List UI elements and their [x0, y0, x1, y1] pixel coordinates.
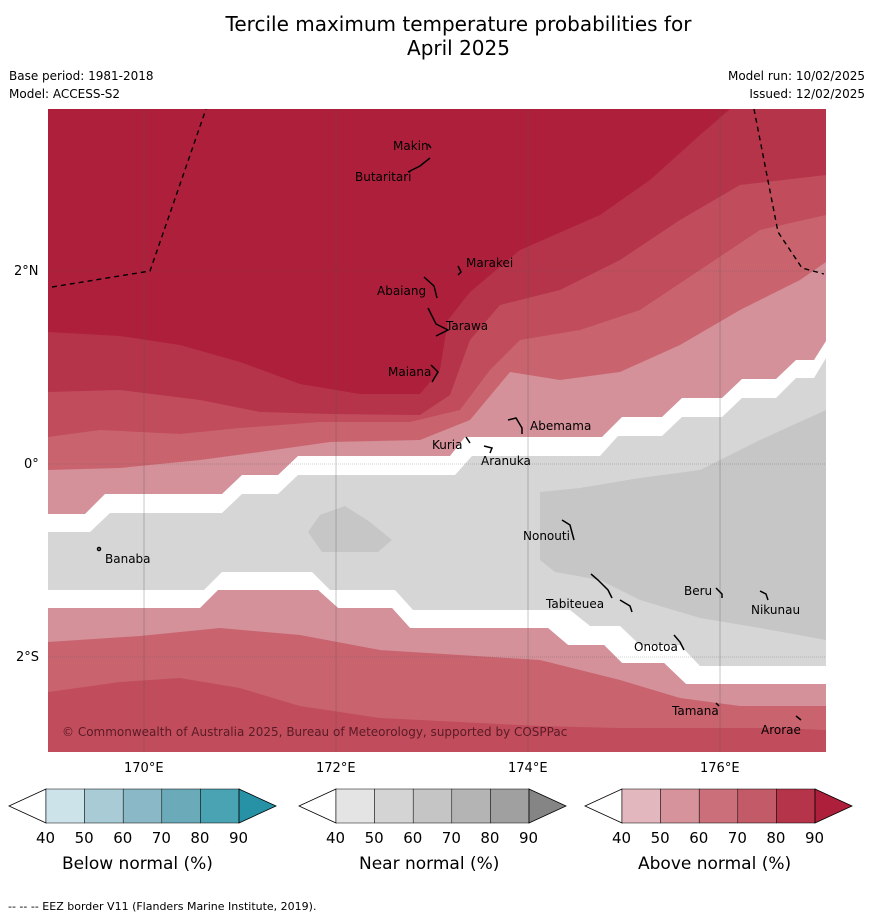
colorbar-near-tick: 60: [403, 829, 423, 847]
label-tamana: Tamana: [672, 704, 719, 718]
colorbar-near-tick: 40: [326, 829, 346, 847]
colorbar-below-swatch: [45, 788, 85, 824]
colorbar-above-tick: 90: [805, 829, 825, 847]
lat-label-2n: 2°N: [14, 264, 39, 279]
lat-label-2s: 2°S: [16, 650, 40, 665]
model-name: Model: ACCESS-S2: [9, 87, 121, 101]
colorbar-near-tick: 70: [441, 829, 461, 847]
graticule: [48, 109, 826, 752]
label-banaba: Banaba: [105, 552, 151, 566]
label-maiana: Maiana: [388, 365, 432, 379]
above-70-south: [48, 678, 826, 752]
colorbar-below-tick: 90: [229, 829, 249, 847]
lat-label-0: 0°: [24, 457, 39, 472]
lon-label-170: 170°E: [124, 761, 164, 776]
eez-border: [51, 109, 825, 288]
label-butaritari: Butaritari: [355, 170, 412, 184]
colorbar-above-swatches: [584, 788, 853, 824]
footer-note: -- -- -- EEZ border V11 (Flanders Marine…: [8, 900, 317, 913]
colorbar-above-extend-low: [584, 788, 623, 824]
colorbar-above-tick: 80: [766, 829, 786, 847]
label-nonouti: Nonouti: [523, 529, 570, 543]
colorbar-above-swatch: [737, 788, 777, 824]
colorbar-above-swatch: [660, 788, 700, 824]
base-period: Base period: 1981-2018: [9, 69, 154, 83]
colorbar-below-swatch: [161, 788, 201, 824]
lon-label-176: 176°E: [700, 761, 740, 776]
colorbar-near-swatch: [374, 788, 414, 824]
label-nikunau: Nikunau: [751, 603, 801, 617]
colorbar-below-swatches: [8, 788, 277, 824]
colorbar-below-tick: 40: [36, 829, 56, 847]
label-marakei: Marakei: [466, 256, 514, 270]
colorbar-above-swatch: [776, 788, 816, 824]
label-abemama: Abemama: [530, 419, 592, 433]
label-aranuka: Aranuka: [481, 454, 531, 468]
colorbar-above: [584, 788, 853, 824]
colorbar-below-tick: 70: [151, 829, 171, 847]
colorbar-near-extend-low: [298, 788, 337, 824]
lon-label-172: 172°E: [316, 761, 356, 776]
label-abaiang: Abaiang: [377, 284, 427, 298]
label-beru: Beru: [684, 584, 713, 598]
meta-left: Base period: 1981-2018 Model: ACCESS-S2: [9, 67, 154, 103]
colorbar-below-swatch: [200, 788, 240, 824]
colorbar-below-tick: 50: [74, 829, 94, 847]
model-run: Model run: 10/02/2025: [727, 69, 865, 83]
colorbar-above-tick: 70: [727, 829, 747, 847]
colorbar-near-swatch: [451, 788, 491, 824]
title-line-1: Tercile maximum temperature probabilitie…: [225, 12, 692, 36]
colorbar-near-swatches: [298, 788, 567, 824]
colorbar-above-swatch: [698, 788, 739, 824]
colorbar-above-swatch: [621, 788, 661, 824]
colorbar-above-extend-high: [814, 788, 853, 824]
colorbar-below-swatch: [84, 788, 124, 824]
title-line-2: April 2025: [407, 36, 510, 60]
issued-date: Issued: 12/02/2025: [749, 87, 865, 101]
colorbar-near-tick: 80: [480, 829, 500, 847]
label-tabiteuea: Tabiteuea: [546, 597, 605, 611]
colorbar-below: [8, 788, 277, 824]
colorbar-near-swatch: [490, 788, 530, 824]
colorbar-near-tick: 90: [519, 829, 539, 847]
colorbar-above-tick: 50: [650, 829, 670, 847]
colorbar-below-tick: 60: [113, 829, 133, 847]
label-tarawa: Tarawa: [446, 319, 489, 333]
colorbar-near-swatch: [412, 788, 453, 824]
colorbar-near-extend-high: [528, 788, 567, 824]
colorbar-above-tick: 60: [689, 829, 709, 847]
label-kuria: Kuria: [432, 438, 463, 452]
lon-label-174: 174°E: [508, 761, 548, 776]
colorbar-above-title: Above normal (%): [638, 854, 792, 874]
near-60-small-region: [308, 506, 392, 552]
colorbar-below-swatch: [122, 788, 163, 824]
colorbar-near-title: Near normal (%): [359, 854, 500, 874]
colorbar-near-tick: 50: [364, 829, 384, 847]
meta-right: Model run: 10/02/2025 Issued: 12/02/2025: [728, 67, 865, 103]
copyright-note: © Commonwealth of Australia 2025, Bureau…: [62, 725, 568, 739]
near-60-region: [540, 410, 826, 640]
chart-title: Tercile maximum temperature probabilitie…: [0, 12, 873, 60]
colorbar-below-tick: 80: [190, 829, 210, 847]
label-onotoa: Onotoa: [634, 640, 678, 654]
colorbar-near-swatch: [335, 788, 375, 824]
colorbar-below-extend-high: [238, 788, 277, 824]
colorbar-below-title: Below normal (%): [62, 854, 213, 874]
label-arorae: Arorae: [761, 723, 801, 737]
probability-field: [48, 109, 826, 752]
label-makin: Makin: [393, 139, 429, 153]
colorbar-below-extend-low: [8, 788, 47, 824]
island-shapes: [96, 143, 802, 721]
colorbar-near: [298, 788, 567, 824]
colorbar-above-tick: 40: [612, 829, 632, 847]
